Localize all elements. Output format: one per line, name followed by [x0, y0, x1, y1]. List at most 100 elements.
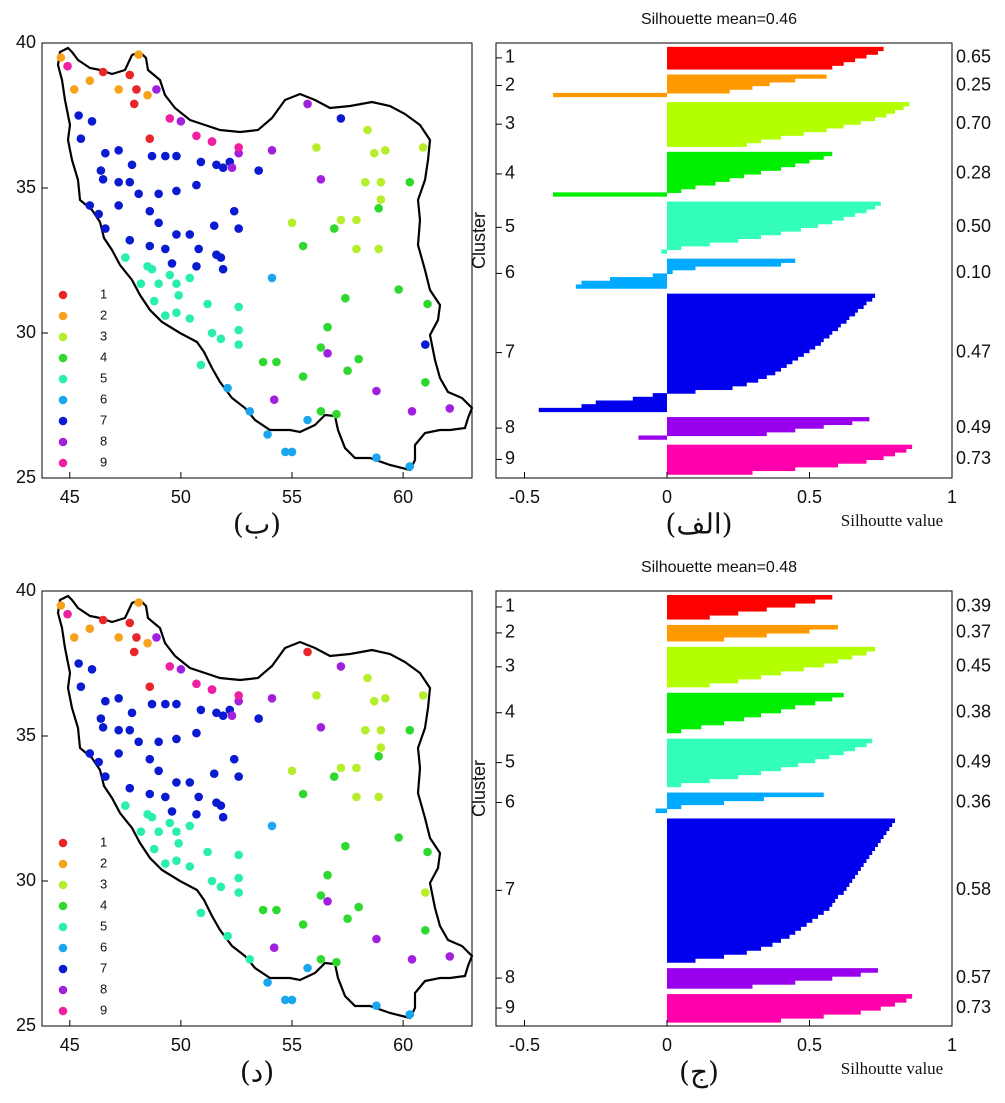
silhouette-bar	[667, 459, 867, 464]
silhouette-bar	[667, 301, 867, 306]
silhouette-bar	[667, 602, 796, 608]
station-point	[114, 694, 123, 703]
station-point	[423, 847, 432, 857]
mean-label: 0.73	[956, 997, 991, 1017]
station-point	[101, 148, 110, 158]
station-point	[161, 792, 170, 802]
silhouette-bar	[667, 1002, 895, 1007]
legend-marker	[58, 859, 68, 869]
silhouette-bar	[667, 78, 796, 83]
station-point	[354, 902, 363, 912]
station-point	[134, 598, 143, 607]
station-point	[372, 386, 381, 396]
station-point	[234, 888, 243, 897]
silhouette-bar	[652, 393, 667, 398]
silhouette-bar	[667, 135, 781, 140]
station-point	[147, 812, 157, 822]
silhouette-bar	[667, 874, 856, 879]
station-point	[125, 725, 135, 735]
station-point	[154, 189, 163, 199]
silhouette-bar	[667, 389, 696, 394]
station-point	[165, 270, 175, 280]
silhouette-bar	[581, 404, 667, 409]
silhouette-bar	[667, 704, 796, 710]
station-point	[152, 633, 161, 642]
silhouette-bar	[667, 712, 762, 718]
station-point	[192, 728, 201, 738]
y-tick-label: 6	[505, 262, 515, 282]
silhouette-bar	[667, 796, 764, 802]
x-tick-label: 0	[662, 487, 672, 507]
station-point	[336, 114, 346, 123]
silhouette-bar	[667, 770, 762, 776]
silhouette-bar	[667, 359, 793, 365]
station-point	[332, 409, 341, 419]
mean-label: 0.65	[956, 47, 991, 67]
legend-label: 5	[100, 918, 107, 933]
y-tick-label: 5	[505, 216, 515, 236]
station-point	[174, 291, 183, 300]
x-tick-label: 0	[662, 1035, 672, 1055]
silhouette-bar	[667, 882, 850, 887]
station-point	[245, 407, 255, 416]
station-point	[161, 699, 170, 709]
station-point	[192, 262, 201, 271]
station-point	[94, 209, 103, 219]
silhouette-bar	[667, 894, 838, 899]
station-point	[352, 792, 361, 802]
station-point	[372, 453, 381, 463]
silhouette-bar	[667, 878, 853, 883]
station-point	[161, 151, 170, 161]
mean-label: 0.45	[956, 656, 991, 676]
silhouette-bar	[667, 994, 913, 999]
silhouette-bar	[667, 258, 796, 263]
station-point	[154, 279, 163, 289]
legend-label: 7	[100, 960, 107, 975]
station-point	[229, 206, 239, 216]
panel-caption: (ب)	[233, 508, 281, 541]
silhouette-bar	[667, 628, 810, 634]
station-point	[323, 349, 332, 358]
silhouette-bar	[667, 606, 767, 612]
legend-marker	[58, 922, 68, 932]
station-point	[374, 792, 383, 802]
station-point	[316, 891, 326, 900]
legend-label: 8	[100, 981, 107, 996]
silhouette-bar	[667, 886, 847, 891]
station-point	[234, 302, 243, 312]
silhouette-bar	[667, 842, 878, 848]
station-point	[376, 725, 386, 735]
silhouette-bar	[667, 109, 895, 114]
silhouette-bar	[667, 750, 844, 756]
station-point	[234, 850, 243, 860]
station-point	[405, 177, 415, 187]
station-point	[192, 810, 201, 819]
silhouette-bar	[667, 614, 710, 620]
station-point	[234, 772, 243, 781]
station-point	[369, 696, 379, 706]
silhouette-bar	[667, 463, 838, 468]
country-border	[56, 594, 474, 1020]
station-point	[369, 148, 379, 158]
silhouette-bar	[667, 219, 833, 225]
mean-label: 0.39	[956, 596, 991, 616]
x-tick-label: 0.5	[797, 1035, 822, 1055]
silhouette-bar	[667, 455, 884, 461]
axes-frame	[41, 590, 473, 1027]
silhouette-bar	[667, 1010, 861, 1015]
x-tick-label: 0.5	[797, 487, 822, 507]
silhouette-bar	[667, 854, 870, 859]
silhouette-bar	[667, 162, 796, 168]
silhouette-bar	[667, 337, 824, 343]
station-point	[269, 395, 279, 405]
station-point	[76, 682, 86, 691]
legend-marker	[58, 290, 68, 300]
silhouette-bar	[575, 284, 667, 289]
silhouette-bar	[667, 61, 844, 66]
silhouette-bar	[553, 192, 667, 197]
y-tick-label: 35	[16, 725, 36, 745]
station-point	[323, 897, 332, 906]
station-point	[234, 143, 243, 152]
station-point	[114, 749, 123, 758]
silhouette-bar	[581, 280, 667, 286]
